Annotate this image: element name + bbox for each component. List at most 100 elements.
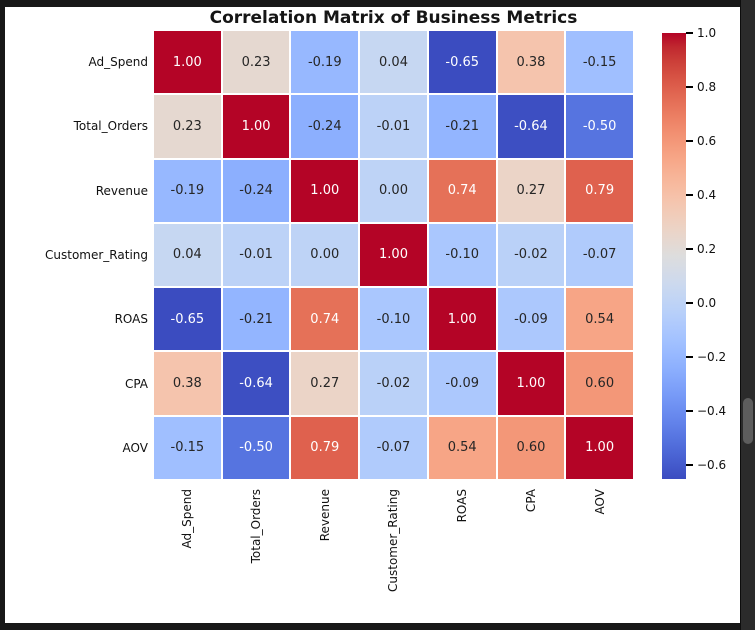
heatmap-cell: -0.50 <box>566 95 633 158</box>
x-tick-label: Revenue <box>291 489 358 621</box>
x-tick-label: Total_Orders <box>223 489 290 621</box>
heatmap-cell: 0.27 <box>497 159 565 222</box>
heatmap-grid: 1.00 0.23 -0.19 0.04 -0.65 0.38 -0.15 0.23 1.00-… <box>154 31 633 479</box>
heatmap-cell: 0.74 <box>291 288 359 351</box>
heatmap-cell: -0.10 <box>428 223 496 287</box>
colorbar-tick-mark <box>686 410 693 413</box>
colorbar-tick-mark <box>686 140 693 143</box>
colorbar-tick-label: 1.0 <box>697 26 717 40</box>
colorbar-tick: 0.4 <box>686 188 716 202</box>
colorbar-gradient <box>662 33 686 479</box>
scrollbar-track[interactable] <box>740 0 755 630</box>
x-tick-label: AOV <box>566 489 633 621</box>
heatmap-cell: 0.04 <box>360 31 427 94</box>
colorbar-tick: 0.0 <box>686 296 716 310</box>
heatmap-cell: -0.50 <box>222 416 290 479</box>
heatmap-cell: 0.60 <box>566 352 633 415</box>
heatmap-cell: 1.00 <box>566 416 633 479</box>
heatmap-cell: -0.15 <box>154 416 221 479</box>
colorbar-tick-mark <box>686 86 693 89</box>
colorbar-tick-mark <box>686 194 693 197</box>
heatmap-cell: -0.01 <box>360 95 427 158</box>
x-tick-label: Ad_Spend <box>154 489 221 621</box>
x-tick-label: ROAS <box>429 489 496 621</box>
x-tick-label-text: AOV <box>592 489 607 515</box>
heatmap-cell: 0.60 <box>497 416 565 479</box>
heatmap-cell: 0.74 <box>428 159 496 222</box>
heatmap-cell: -0.21 <box>428 95 496 158</box>
colorbar-tick-label: 0.0 <box>697 296 717 311</box>
heatmap-cell: -0.02 <box>497 223 565 287</box>
y-tick-label: CPA <box>124 376 148 391</box>
heatmap-cell: 0.04 <box>154 223 221 287</box>
heatmap-cell: -0.15 <box>566 31 633 94</box>
heatmap-cell: -0.07 <box>566 223 633 287</box>
heatmap-cell: -0.19 <box>291 31 359 94</box>
heatmap-cell: 0.23 <box>154 95 221 158</box>
y-tick-label: Total_Orders <box>73 119 148 134</box>
colorbar-tick-label: 0.8 <box>697 80 717 95</box>
heatmap-cell: -0.01 <box>222 223 290 287</box>
heatmap-cell: 0.23 <box>222 31 290 94</box>
x-tick-label-text: ROAS <box>455 489 470 523</box>
heatmap-cell: -0.64 <box>497 95 565 158</box>
x-tick-label-text: Ad_Spend <box>180 489 195 549</box>
colorbar-tick: −0.6 <box>686 458 726 472</box>
heatmap-cell: 0.79 <box>566 159 633 222</box>
y-tick-label: ROAS <box>114 312 148 327</box>
y-axis-tick-labels: Ad_Spend Total_Orders Revenue Customer_Rati… <box>5 31 148 479</box>
heatmap-cell: 1.00 <box>428 288 496 351</box>
heatmap-cell: -0.65 <box>154 288 221 351</box>
colorbar-tick: 0.2 <box>686 242 716 256</box>
y-tick-label: Revenue <box>95 183 148 198</box>
colorbar-tick-label: −0.4 <box>697 404 727 419</box>
heatmap-cell: 0.00 <box>360 159 427 222</box>
colorbar-tick-label: −0.2 <box>697 350 727 365</box>
heatmap-cell: -0.65 <box>428 31 496 94</box>
colorbar-tick: −0.4 <box>686 404 726 418</box>
heatmap-cell: 0.38 <box>154 352 221 415</box>
y-tick-label: Ad_Spend <box>88 55 148 70</box>
colorbar-tick-label: 0.4 <box>697 188 717 203</box>
colorbar-tick-mark <box>686 32 693 34</box>
heatmap-cell: -0.19 <box>154 159 221 222</box>
colorbar-tick-mark <box>686 302 693 305</box>
y-tick-label: Customer_Rating <box>45 247 148 262</box>
colorbar-tick-mark <box>686 248 693 251</box>
heatmap-cell: 0.38 <box>497 31 565 94</box>
heatmap-cell: 0.00 <box>291 223 359 287</box>
heatmap-cell: 0.54 <box>428 416 496 479</box>
heatmap-cell: -0.02 <box>360 352 427 415</box>
y-tick-label: AOV <box>122 440 148 455</box>
colorbar-tick-mark <box>686 464 693 467</box>
x-tick-label: Customer_Rating <box>360 489 427 621</box>
heatmap-cell: 1.00 <box>360 223 427 287</box>
colorbar-tick: 0.6 <box>686 134 716 148</box>
heatmap-cell: -0.09 <box>497 288 565 351</box>
x-tick-label-text: Total_Orders <box>249 489 264 564</box>
scrollbar-thumb[interactable] <box>743 398 753 444</box>
colorbar: 1.0 0.8 0.6 0.4 0.2 0.0 −0.2 −0.4 −0.6 <box>662 26 726 479</box>
heatmap-cell: 0.79 <box>291 416 359 479</box>
colorbar-tick-mark <box>686 356 693 359</box>
chart-title: Correlation Matrix of Business Metrics <box>209 8 578 28</box>
heatmap-cell: 1.00 <box>291 159 359 222</box>
heatmap-cell: 0.54 <box>566 288 633 351</box>
x-axis-tick-labels: Ad_Spend Total_Orders Revenue Customer_Rati… <box>154 489 633 621</box>
colorbar-tick-label: 0.6 <box>697 134 717 149</box>
heatmap-cell: -0.07 <box>360 416 427 479</box>
heatmap-cell: -0.09 <box>428 352 496 415</box>
heatmap-cell: 0.27 <box>291 352 359 415</box>
heatmap-cell: -0.64 <box>222 352 290 415</box>
figure-canvas: Correlation Matrix of Business Metrics A… <box>5 7 740 623</box>
heatmap-cell: -0.10 <box>360 288 427 351</box>
heatmap-cell: -0.24 <box>291 95 359 158</box>
colorbar-tick: 1.0 <box>686 26 716 40</box>
x-tick-label-text: CPA <box>523 489 538 513</box>
colorbar-tick: 0.8 <box>686 80 716 94</box>
heatmap-cell: -0.24 <box>222 159 290 222</box>
heatmap-cell: 1.00 <box>222 95 290 158</box>
x-tick-label: CPA <box>498 489 565 621</box>
colorbar-tick-label: −0.6 <box>697 458 727 473</box>
heatmap-cell: 1.00 <box>497 352 565 415</box>
